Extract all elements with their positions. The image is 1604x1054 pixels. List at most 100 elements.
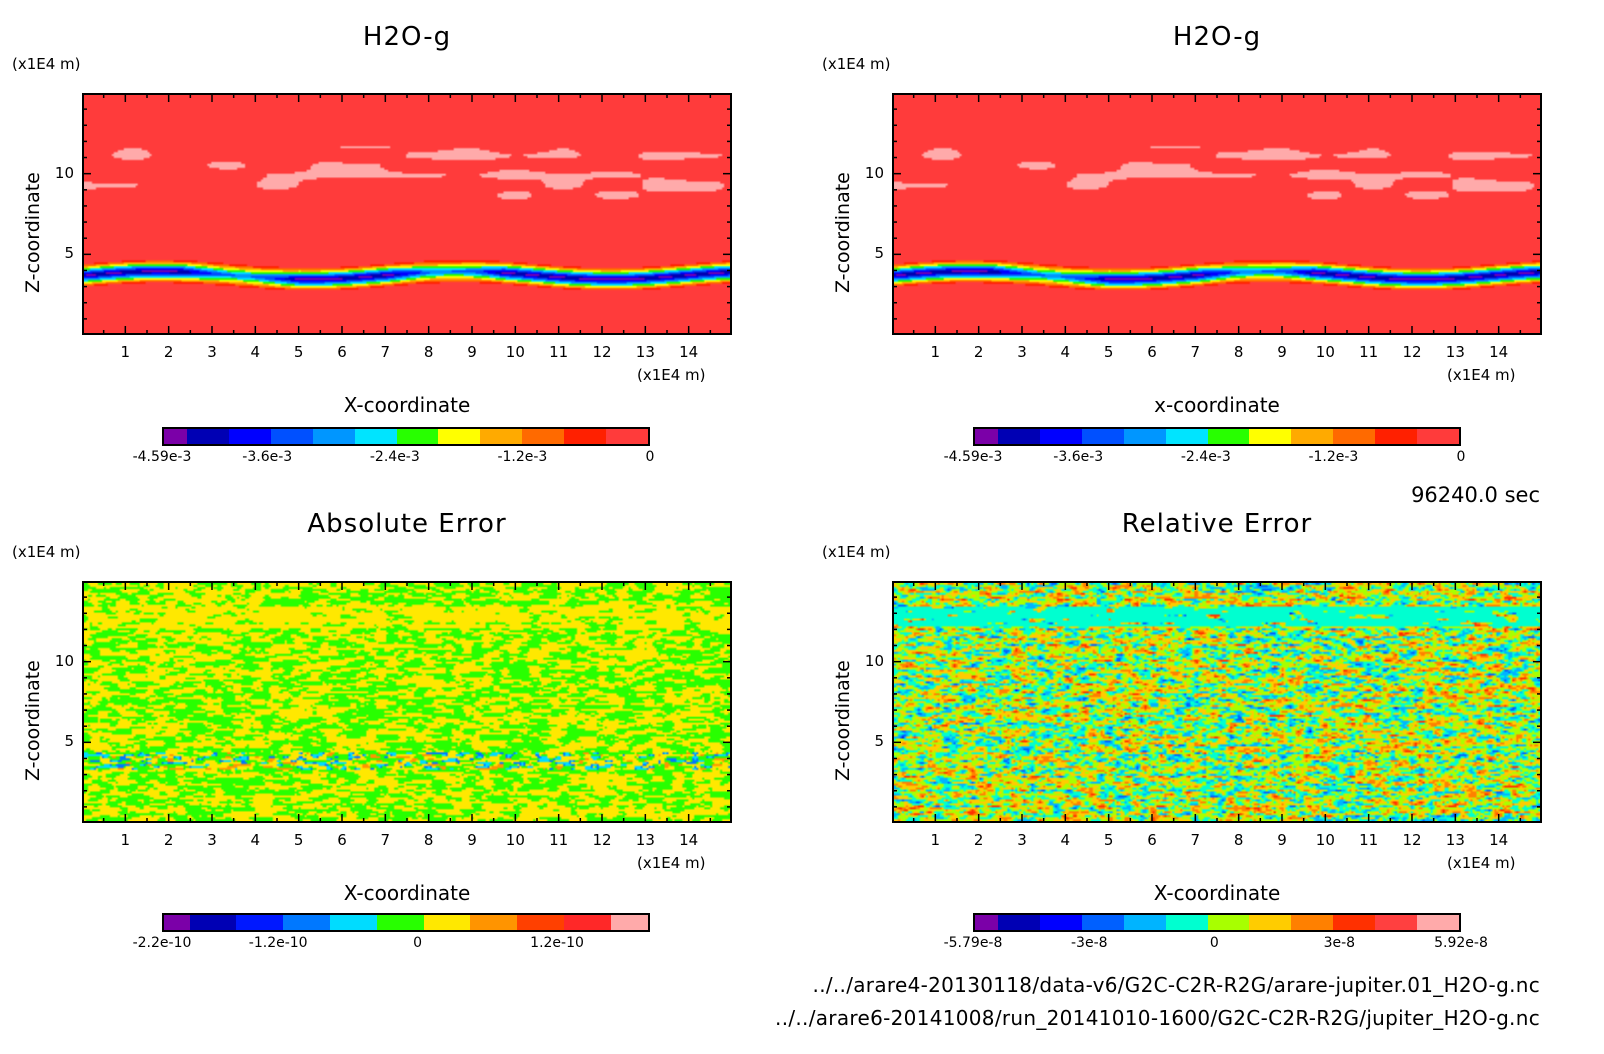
x-tick-label: 3 <box>1017 831 1027 849</box>
colorbar-segment <box>1039 429 1082 444</box>
colorbar-segment <box>438 429 481 444</box>
colorbar <box>162 427 650 446</box>
x-tick-label: 14 <box>679 343 699 361</box>
colorbar-segment <box>470 915 518 930</box>
colorbar-segment <box>975 429 999 444</box>
colorbar <box>973 427 1461 446</box>
colorbar-segment <box>228 429 271 444</box>
colorbar-tick-label: -4.59e-3 <box>943 449 1003 465</box>
colorbar-segment <box>975 915 999 930</box>
colorbar-segment <box>1207 915 1250 930</box>
x-tick-label: 9 <box>467 831 477 849</box>
x-tick-label: 9 <box>1277 343 1287 361</box>
time-label: 96240.0 sec <box>1411 483 1540 507</box>
x-tick-label: 7 <box>1190 831 1201 849</box>
colorbar-tick-label: 1.2e-10 <box>530 935 584 951</box>
x-tick-label: 12 <box>592 831 612 849</box>
y-unit-label: (x1E4 m) <box>822 55 891 73</box>
x-tick-label: 8 <box>423 343 434 361</box>
x-tick-label: 13 <box>1445 343 1465 361</box>
colorbar-segment <box>1081 429 1124 444</box>
y-tick-label: 10 <box>54 651 74 670</box>
colorbar-segment <box>998 429 1040 444</box>
x-tick-label: 12 <box>1402 343 1422 361</box>
colorbar-segment <box>1039 915 1082 930</box>
colorbar-segment <box>1165 915 1208 930</box>
colorbar-segment <box>1417 915 1460 930</box>
x-tick-label: 3 <box>207 831 217 849</box>
x-tick-label: 2 <box>163 343 174 361</box>
x-tick-label: 9 <box>1277 831 1287 849</box>
x-tick-label: 5 <box>293 343 304 361</box>
x-tick-label: 4 <box>250 831 261 849</box>
y-axis-label: Z-coordinate <box>22 660 44 781</box>
y-tick-label: 10 <box>864 651 884 670</box>
colorbar-tick-label: 0 <box>1456 449 1466 465</box>
heatmap-plot-area[interactable] <box>82 581 732 823</box>
colorbar-segment <box>189 915 237 930</box>
x-tick-label: 12 <box>1402 831 1422 849</box>
x-tick-label: 7 <box>380 343 391 361</box>
plot-title: Relative Error <box>1121 509 1313 539</box>
colorbar-segment <box>354 429 397 444</box>
heatmap-canvas <box>84 95 730 333</box>
colorbar-tick-label: 5.92e-8 <box>1434 935 1488 951</box>
colorbar-tick-label: -3e-8 <box>1071 935 1108 951</box>
x-tick-label: 7 <box>1190 343 1201 361</box>
x-tick-label: 2 <box>973 831 984 849</box>
colorbar-segment <box>1375 429 1418 444</box>
colorbar-segment <box>1333 915 1376 930</box>
colorbar-segment <box>270 429 313 444</box>
x-axis-label: X-coordinate <box>343 393 471 417</box>
colorbar-tick-label: -1.2e-3 <box>497 449 548 465</box>
colorbar-segment <box>1165 429 1208 444</box>
colorbar-segment <box>283 915 331 930</box>
x-tick-label: 10 <box>1315 831 1335 849</box>
heatmap-canvas <box>894 583 1540 821</box>
x-tick-label: 5 <box>293 831 304 849</box>
x-tick-label: 14 <box>1489 831 1509 849</box>
colorbar-segment <box>1291 429 1334 444</box>
x-tick-label: 6 <box>1147 831 1157 849</box>
colorbar-segment <box>1081 915 1124 930</box>
x-axis-label: X-coordinate <box>343 881 471 905</box>
plot-title: H2O-g <box>362 22 452 52</box>
colorbar-tick-label: 0 <box>645 449 655 465</box>
x-tick-label: 1 <box>120 831 131 849</box>
colorbar-segment <box>330 915 377 930</box>
x-tick-label: 8 <box>1233 343 1244 361</box>
colorbar-segment <box>312 429 355 444</box>
x-tick-label: 14 <box>1489 343 1509 361</box>
x-tick-label: 6 <box>337 831 347 849</box>
colorbar-segment <box>396 429 439 444</box>
colorbar-segment <box>376 915 424 930</box>
x-tick-label: 2 <box>973 343 984 361</box>
x-tick-label: 12 <box>592 343 612 361</box>
colorbar-tick-label: -4.59e-3 <box>132 449 192 465</box>
x-tick-label: 4 <box>250 343 261 361</box>
colorbar-tick-label: -3.6e-3 <box>242 449 293 465</box>
colorbar-tick-label: -3.6e-3 <box>1053 449 1104 465</box>
x-tick-label: 10 <box>1315 343 1335 361</box>
x-tick-label: 6 <box>337 343 347 361</box>
y-unit-label: (x1E4 m) <box>12 55 81 73</box>
heatmap-plot-area[interactable] <box>82 93 732 335</box>
colorbar-tick-label: -1.2e-3 <box>1308 449 1359 465</box>
footer-file-b: ../../arare6-20141008/run_20141010-1600/… <box>775 1006 1540 1030</box>
x-tick-label: 1 <box>120 343 131 361</box>
colorbar-segment <box>563 915 611 930</box>
plot-title: Absolute Error <box>307 509 507 539</box>
heatmap-plot-area[interactable] <box>892 93 1542 335</box>
heatmap-canvas <box>894 95 1540 333</box>
y-tick-label: 10 <box>864 163 884 182</box>
colorbar-segment <box>1123 429 1166 444</box>
x-tick-label: 11 <box>1359 343 1379 361</box>
colorbar-tick-label: 0 <box>413 935 423 951</box>
heatmap-canvas <box>84 583 730 821</box>
heatmap-plot-area[interactable] <box>892 581 1542 823</box>
colorbar-segment <box>236 915 284 930</box>
colorbar-segment <box>1291 915 1334 930</box>
x-tick-label: 7 <box>380 831 391 849</box>
x-axis-label: X-coordinate <box>1153 881 1281 905</box>
x-tick-label: 1 <box>930 343 941 361</box>
